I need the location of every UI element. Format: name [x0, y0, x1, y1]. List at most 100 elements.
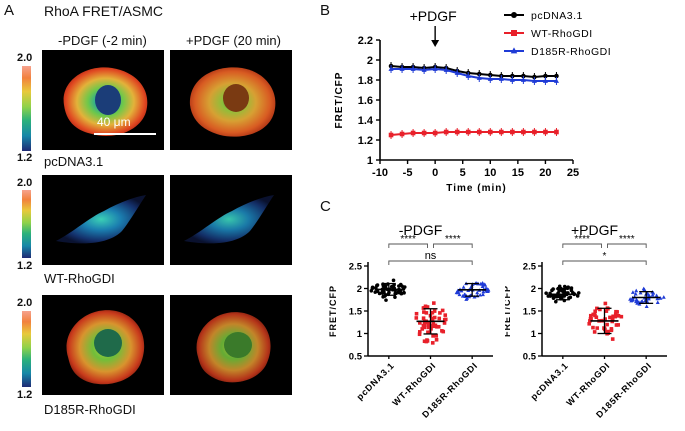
data-point: [543, 73, 548, 79]
series-line-1: [390, 131, 557, 136]
data-point: [388, 66, 394, 71]
dot: [426, 325, 431, 330]
cell-image-2: [189, 67, 276, 137]
dot: [432, 309, 437, 313]
column-header-plus-pdgf: +PDGF (20 min): [186, 33, 281, 48]
dot: [383, 284, 388, 289]
panel-b-label: B: [320, 2, 331, 19]
legend-marker-1: [511, 30, 517, 36]
x-axis-label: Time (min): [446, 183, 506, 194]
dot: [633, 291, 638, 296]
dot: [611, 314, 615, 319]
timecourse-chart: 1 1.2 1.4 1.6 1.8 2 2.2 -10 -5 0 5 10 15 20 25 Time (mi…: [334, 8, 611, 194]
dotplot-title: -PDGF: [399, 222, 443, 238]
dot: [655, 296, 660, 301]
dotplot-plus-pdgf: +PDGF0.511.522.5FRET/CFPpcDNA3.1WT-RhoGD…: [505, 222, 667, 420]
colorbar-max-row2: 2.0: [17, 177, 33, 189]
dot: [414, 311, 419, 316]
dot: [421, 316, 426, 320]
dot: [630, 297, 635, 301]
dot: [425, 305, 430, 309]
dot: [384, 298, 388, 302]
dot: [634, 288, 639, 293]
dot: [457, 292, 462, 297]
dot: [420, 327, 425, 331]
y-tick-label: 2.5: [523, 262, 537, 273]
colorbar-row1: [22, 66, 31, 151]
dot: [438, 311, 442, 315]
dotplot-title: +PDGF: [571, 222, 618, 238]
dot: [455, 290, 460, 295]
dot: [462, 292, 467, 297]
dot: [431, 334, 435, 338]
dot: [375, 289, 380, 294]
significance-bracket: [388, 243, 428, 248]
dot: [603, 317, 607, 321]
fret-image-pcdna-after: [170, 50, 292, 150]
row-label-wt: WT-RhoGDI: [44, 271, 115, 286]
cell-image-1: [63, 67, 148, 136]
dotplot-minus-pdgf: -PDGF0.511.522.5FRET/CFPpcDNA3.1WT-RhoGD…: [328, 222, 493, 420]
dot: [480, 284, 485, 288]
dot: [426, 320, 431, 325]
series-line-0: [390, 65, 557, 79]
dot: [422, 325, 427, 330]
dot: [433, 323, 438, 328]
dot: [609, 328, 614, 333]
data-point: [532, 129, 537, 135]
legend-label-1: WT-RhoGDI: [531, 28, 593, 40]
y-tick-label: 1: [357, 329, 363, 340]
y-tick-label: 1.8: [358, 75, 373, 87]
significance-label: ****: [619, 234, 635, 245]
dot: [443, 317, 448, 322]
significance-label: ****: [574, 234, 590, 245]
y-tick-label: 2.5: [349, 262, 363, 273]
dot: [441, 329, 446, 334]
dot: [591, 325, 595, 330]
dot: [422, 339, 427, 344]
data-point: [421, 67, 427, 72]
dot: [655, 300, 660, 304]
data-point: [554, 73, 559, 79]
data-point: [399, 66, 405, 71]
data-point: [410, 130, 416, 136]
colorbar-min-row2: 1.2: [17, 260, 33, 272]
cell-image-4: [184, 195, 274, 244]
x-tick-label: 20: [539, 167, 551, 179]
data-point: [388, 132, 394, 138]
panel-c-label: C: [320, 198, 331, 215]
dot: [603, 301, 608, 306]
x-tick-label: 5: [460, 167, 466, 179]
dot: [424, 311, 429, 315]
colorbar-max-row3: 2.0: [17, 297, 33, 309]
x-tick-label: 25: [567, 167, 579, 179]
data-point: [554, 129, 559, 135]
data-point: [542, 78, 548, 83]
dot: [486, 287, 491, 292]
dot: [381, 295, 385, 299]
data-point: [432, 66, 438, 71]
data-point: [499, 129, 504, 135]
y-tick-label: 2: [357, 284, 362, 295]
dot: [418, 321, 422, 325]
colorbar-min-row3: 1.2: [17, 389, 33, 401]
row-label-pcdna: pcDNA3.1: [44, 154, 104, 169]
dot: [608, 315, 612, 320]
dot: [638, 290, 643, 295]
data-point: [510, 129, 515, 135]
y-axis-label: FRET/CFP: [328, 285, 338, 337]
dot: [645, 291, 650, 296]
fret-image-wt-before: [42, 175, 164, 265]
dot: [650, 292, 655, 297]
dot: [475, 290, 480, 295]
fret-image-d185r-after: [170, 295, 292, 395]
dot: [398, 290, 403, 295]
dot: [423, 320, 427, 325]
dot: [658, 296, 663, 300]
dot: [619, 314, 624, 319]
dot: [478, 292, 483, 297]
y-tick-label: 2.2: [358, 35, 373, 47]
dot: [461, 285, 466, 289]
dot: [432, 315, 437, 320]
dot: [591, 312, 596, 317]
